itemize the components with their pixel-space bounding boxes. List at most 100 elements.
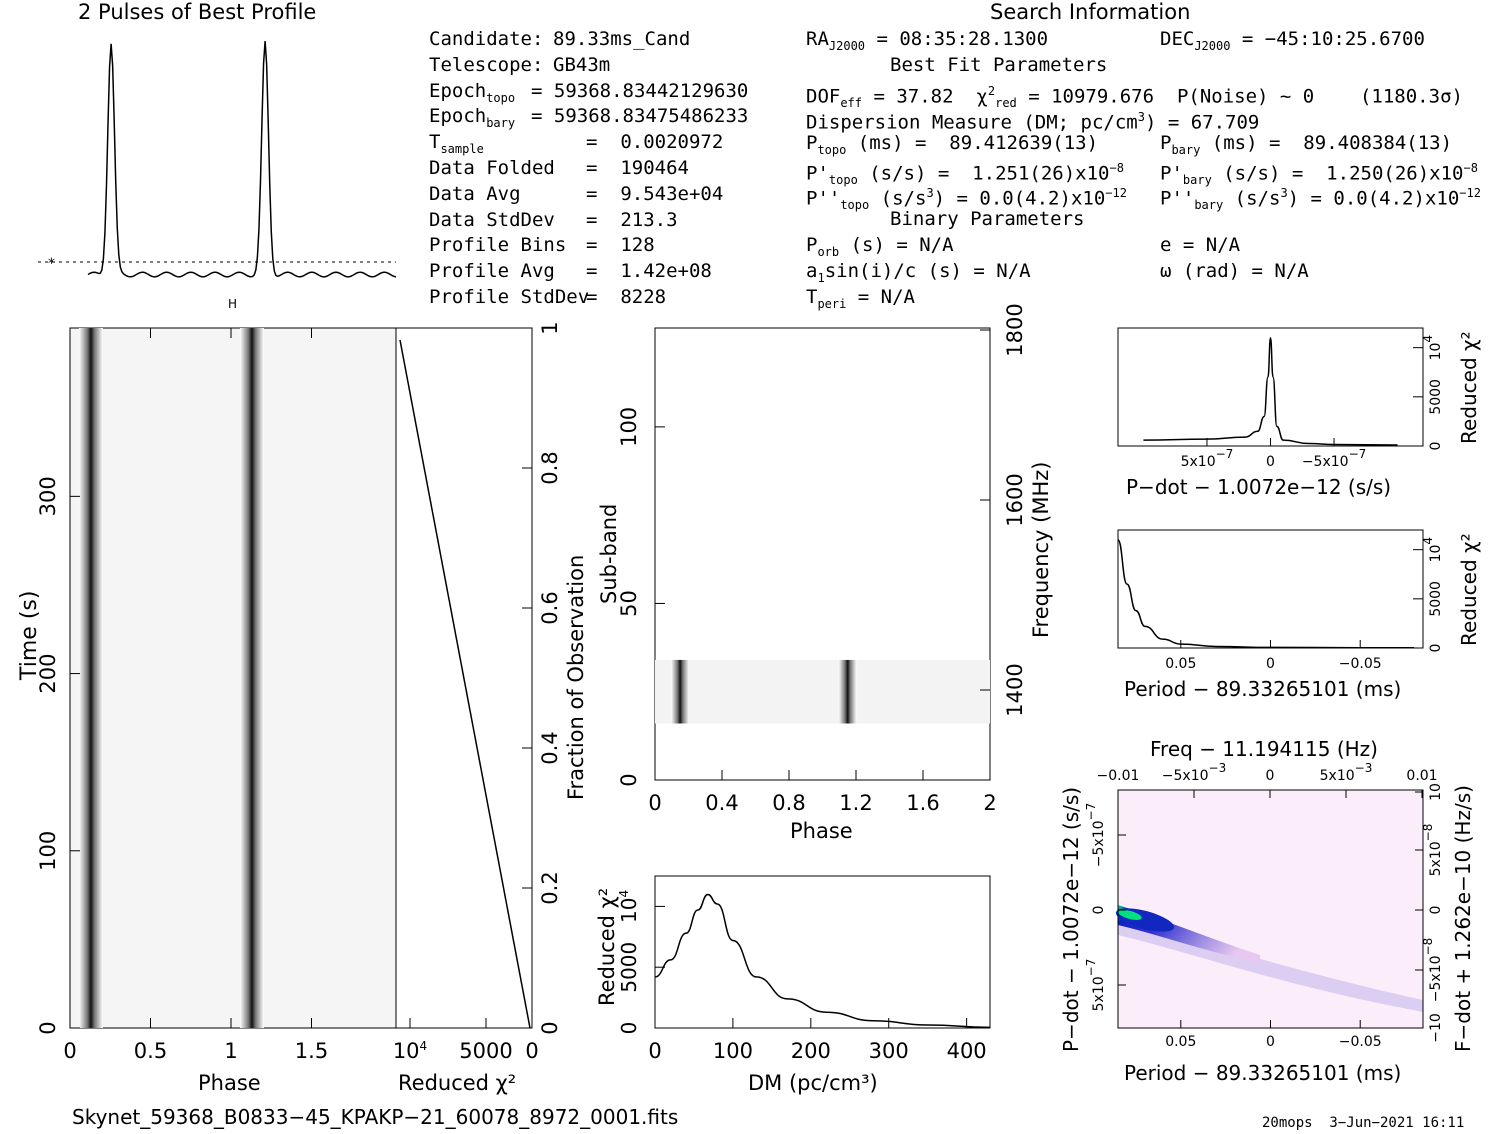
frequency-ylabel: Frequency (MHz) xyxy=(1029,462,1053,638)
x-tick-label: 300 xyxy=(869,1039,909,1063)
info-value: = 9.543e+04 xyxy=(586,182,724,205)
x-tick-label: 100 xyxy=(713,1039,753,1063)
info-value: = 190464 xyxy=(586,157,689,179)
info-label: Tsample xyxy=(429,131,484,156)
y-tick-label: 0 xyxy=(538,1021,562,1034)
x-tick-label: −0.05 xyxy=(1339,1034,1382,1050)
a1-line: a1sin(i)/c (s) = N/A xyxy=(806,260,1031,285)
info-value: = 59368.83475486233 xyxy=(531,105,749,128)
x-tick-label: 0 xyxy=(648,1039,661,1063)
x-tick-label: 0 xyxy=(1266,656,1275,672)
pdot-period-heatmap: 0.05 0 −0.05 −0.01 −5x10−3 0 5x10−3 0.01 5x10−7 0… xyxy=(1059,737,1475,1085)
x-tick-label: 0 xyxy=(63,1039,76,1063)
y-tick-label: 1 xyxy=(538,321,562,334)
y2-tick-label: −10 xyxy=(1428,1013,1444,1043)
dec-line: DECJ2000 = −45:10:25.6700 xyxy=(1160,28,1425,53)
pdot-plot: 5x10−7 0 −5x10−7 0 5000 104 Reduced χ² P−dot … xyxy=(1117,327,1481,499)
top-tick-label: 0.01 xyxy=(1406,768,1437,784)
pdot-topo-line: P'topo (s/s) = 1.251(26)x10−8 xyxy=(806,161,1124,188)
pdot-bary-line: P'bary (s/s) = 1.250(26)x10−8 xyxy=(1160,161,1478,188)
x-tick-label: 0 xyxy=(1266,454,1275,470)
subband-xlabel: Phase xyxy=(790,819,853,843)
x-tick-label: 1 xyxy=(224,1039,237,1063)
info-label: Data Folded xyxy=(429,157,555,179)
y-tick-label: 0 xyxy=(617,773,641,786)
top-tick-label: −0.01 xyxy=(1097,768,1140,784)
x-tick-label: −5x10−7 xyxy=(1302,447,1366,470)
x-tick-label: 0.5 xyxy=(134,1039,167,1063)
heatmap-y2label: F−dot + 1.262e−10 (Hz/s) xyxy=(1451,785,1475,1052)
x-tick-label: 0 xyxy=(525,1039,538,1063)
x-tick-label: 0.8 xyxy=(772,791,805,815)
info-value: = 8228 xyxy=(586,286,667,308)
dm-frame xyxy=(654,875,991,1029)
ecc-line: e = N/A xyxy=(1160,234,1241,256)
y-tick-label: 5x10−7 xyxy=(1084,959,1107,1012)
info-label: Telescope: xyxy=(429,53,544,76)
subband-ylabel: Sub-band xyxy=(597,504,621,604)
info-value: 89.33ms_Cand xyxy=(553,28,691,50)
time-ylabel: Time (s) xyxy=(17,591,42,681)
pdot-xlabel: P−dot − 1.0072e−12 (s/s) xyxy=(1126,475,1391,499)
ptopo-line: Ptopo (ms) = 89.412639(13) xyxy=(806,132,1099,157)
info-label: Epochtopo xyxy=(429,79,516,105)
y-tick-label: 200 xyxy=(36,654,60,694)
x-tick-label: 1.6 xyxy=(906,791,939,815)
subband-strip xyxy=(655,659,990,724)
pddot-bary-line: P''bary (s/s3) = 0.0(4.2)x10−12 xyxy=(1160,186,1481,213)
fraction-curve xyxy=(399,339,531,1029)
y-tick-label: 100 xyxy=(36,831,60,871)
top-tick-label: 0 xyxy=(1266,768,1275,784)
subband-pulse xyxy=(671,659,690,724)
info-value: = 213.3 xyxy=(586,208,678,231)
y-tick-label: 100 xyxy=(617,407,641,447)
info-label: Epochbary xyxy=(429,105,516,131)
y-tick-label: −5x10−7 xyxy=(1084,803,1107,867)
period-plot: 0.05 0 −0.05 0 5000 104 Reduced χ² Period − 8… xyxy=(1117,529,1481,701)
ra-line: RAJ2000 = 08:35:28.1300 xyxy=(806,28,1049,53)
period-ylabel: Reduced χ² xyxy=(1457,533,1481,646)
y-tick-label: 0 xyxy=(1428,442,1444,451)
top-tick-label: −5x10−3 xyxy=(1162,761,1226,784)
timestamp: 20mops 3−Jun−2021 16:11 xyxy=(1262,1115,1465,1131)
pdot-frame xyxy=(1117,327,1424,447)
x-tick-label: 5x10−7 xyxy=(1181,447,1234,470)
period-frame xyxy=(1117,529,1424,649)
y-tick-label: 0.8 xyxy=(538,451,562,484)
binary-header: Binary Parameters xyxy=(890,208,1085,230)
omega-line: ω (rad) = N/A xyxy=(1160,260,1309,282)
info-label: Profile Bins xyxy=(429,234,567,257)
info-label: Data Avg xyxy=(429,182,521,205)
x-tick-label: 0.05 xyxy=(1165,656,1196,672)
y-tick-label: 5000 xyxy=(1428,581,1444,617)
fraction-xlabel: Reduced χ² xyxy=(398,1071,516,1095)
x-tick-label: 0 xyxy=(1266,1034,1275,1050)
x-tick-label: 1.2 xyxy=(839,791,872,815)
info-label: Profile StdDev xyxy=(429,286,590,308)
x-tick-label: 104 xyxy=(393,1039,427,1063)
profile-plot: * H xyxy=(38,41,397,311)
x-tick-label: 0 xyxy=(648,791,661,815)
y-tick-label: 0 xyxy=(1428,644,1444,653)
y2-tick-label: 1800 xyxy=(1003,303,1027,356)
x-tick-label: 5000 xyxy=(459,1039,512,1063)
porb-line: Porb (s) = N/A xyxy=(806,234,954,259)
y-tick-label: 0 xyxy=(617,1022,641,1035)
profile-line xyxy=(87,41,397,278)
info-label: Data StdDev xyxy=(429,208,555,231)
dm-ylabel: Reduced χ² xyxy=(595,888,619,1006)
y2-tick-label: 1400 xyxy=(1003,663,1027,716)
x-tick-label: 0.05 xyxy=(1165,1034,1196,1050)
x-tick-label: 0.4 xyxy=(705,791,738,815)
dm-plot: 0 100 200 300 400 0 5000 104 Reduced χ² DM (pc/… xyxy=(595,875,991,1095)
y-tick-label: 104 xyxy=(1421,335,1444,360)
time-phase-plot: 0 0.5 1 1.5 0 100 200 300 Time (s) Phase xyxy=(17,327,397,1095)
fraction-ylabel: Fraction of Observation xyxy=(564,555,588,800)
period-xlabel: Period − 89.33265101 (ms) xyxy=(1124,677,1401,701)
y-tick-label: 0.4 xyxy=(538,731,562,764)
top-tick-label: 5x10−3 xyxy=(1320,761,1373,784)
x-tick-label: 200 xyxy=(791,1039,831,1063)
profile-title: 2 Pulses of Best Profile xyxy=(78,0,317,24)
y-tick-label: 0 xyxy=(36,1021,60,1034)
